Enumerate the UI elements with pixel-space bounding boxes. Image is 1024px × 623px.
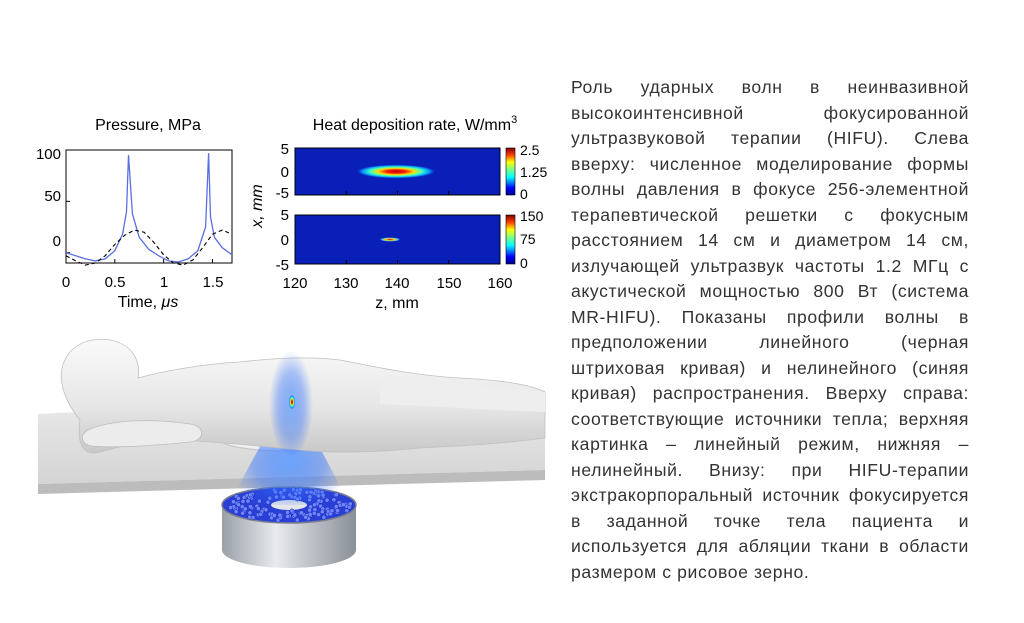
pressure-xlabel-text: Time,: [118, 294, 162, 311]
heat-bottom-ytick-minus5: -5: [276, 257, 289, 274]
transducer-element: [234, 510, 238, 514]
transducer-element: [308, 512, 312, 516]
transducer-element: [308, 508, 312, 512]
heat-xlabel: z, mm: [375, 295, 419, 312]
colorbar-bottom-tick-max: 150: [520, 208, 544, 224]
colorbar-bottom: [506, 215, 515, 264]
heat-top-ytick-minus5: -5: [276, 185, 289, 202]
pressure-ticks: [66, 150, 212, 263]
nonlinear-waveform-line: [66, 153, 232, 262]
pressure-xlabel: Time, μs: [118, 294, 179, 311]
colorbar-top-tick-mid: 1.25: [520, 164, 547, 180]
pressure-series: [66, 153, 232, 265]
transducer-element: [303, 515, 307, 519]
colorbar-top-tick-min: 0: [520, 186, 528, 202]
transducer-element: [264, 508, 268, 512]
pressure-chart: Pressure, MPa 100 50 0 0 0.5 1 1.5 Time,…: [36, 117, 232, 311]
figure-svg: Pressure, MPa 100 50 0 0 0.5 1 1.5 Time,…: [0, 0, 560, 618]
focal-spot: [289, 395, 295, 409]
pressure-ytick-50: 50: [44, 188, 61, 205]
heatmap-top-focus: [356, 165, 436, 179]
transducer-element: [334, 504, 338, 508]
heat-xtick-130: 130: [333, 275, 358, 292]
transducer-element: [317, 513, 321, 517]
heat-xtick-150: 150: [436, 275, 461, 292]
heat-top-ytick-5: 5: [281, 141, 289, 158]
pressure-xtick-1: 1: [160, 274, 168, 291]
transducer-element: [272, 513, 276, 517]
heat-bottom-ytick-5: 5: [281, 207, 289, 224]
heat-ylabel: x, mm: [249, 184, 266, 229]
colorbar-top-tick-max: 2.5: [520, 142, 540, 158]
transducer-element: [345, 509, 349, 513]
caption: Роль ударных волн в неинвазивной высокои…: [571, 75, 969, 585]
pressure-ytick-100: 100: [36, 146, 61, 163]
pressure-axes: [66, 150, 232, 263]
transducer-element: [322, 515, 326, 519]
heat-title-sup: 3: [511, 114, 517, 126]
transducer-element: [259, 512, 263, 516]
patient-illustration: [38, 339, 545, 568]
transducer-element: [251, 516, 255, 520]
transducer-element: [295, 518, 299, 522]
transducer-element: [248, 511, 252, 515]
pressure-xtick-0.5: 0.5: [105, 274, 126, 291]
transducer-element: [320, 510, 324, 514]
transducer-element: [229, 506, 233, 510]
pressure-xtick-1.5: 1.5: [203, 274, 224, 291]
heat-xtick-120: 120: [282, 275, 307, 292]
heatmap-bottom-focus: [379, 237, 401, 241]
colorbar-bottom-tick-min: 0: [520, 255, 528, 271]
transducer-element: [290, 509, 294, 513]
transducer-element: [241, 511, 245, 515]
heat-chart: Heat deposition rate, W/mm3 2.5 1.25 0 5…: [249, 114, 547, 312]
heat-xtick-140: 140: [384, 275, 409, 292]
transducer-element: [330, 509, 334, 513]
transducer-element: [313, 508, 317, 512]
colorbar-bottom-tick-mid: 75: [520, 231, 536, 247]
heat-xtick-160: 160: [487, 275, 512, 292]
pressure-xtick-0: 0: [62, 274, 70, 291]
colorbar-top: [506, 148, 515, 195]
heat-title: Heat deposition rate, W/mm3: [313, 114, 517, 134]
transducer-element: [286, 514, 290, 518]
transducer-element: [278, 513, 282, 517]
transducer-element: [248, 505, 252, 509]
transducer-element: [299, 511, 303, 515]
transducer-element: [336, 508, 340, 512]
heat-title-text: Heat deposition rate, W/mm: [313, 117, 511, 134]
pressure-title: Pressure, MPa: [95, 117, 201, 134]
figure: Pressure, MPa 100 50 0 0 0.5 1 1.5 Time,…: [0, 0, 560, 618]
pressure-ytick-0: 0: [53, 233, 61, 250]
heat-bottom-ytick-0: 0: [281, 232, 289, 249]
transducer-element: [285, 510, 289, 514]
pressure-xlabel-unit: μs: [161, 294, 179, 311]
transducer-element: [256, 507, 260, 511]
heat-top-ytick-0: 0: [281, 164, 289, 181]
